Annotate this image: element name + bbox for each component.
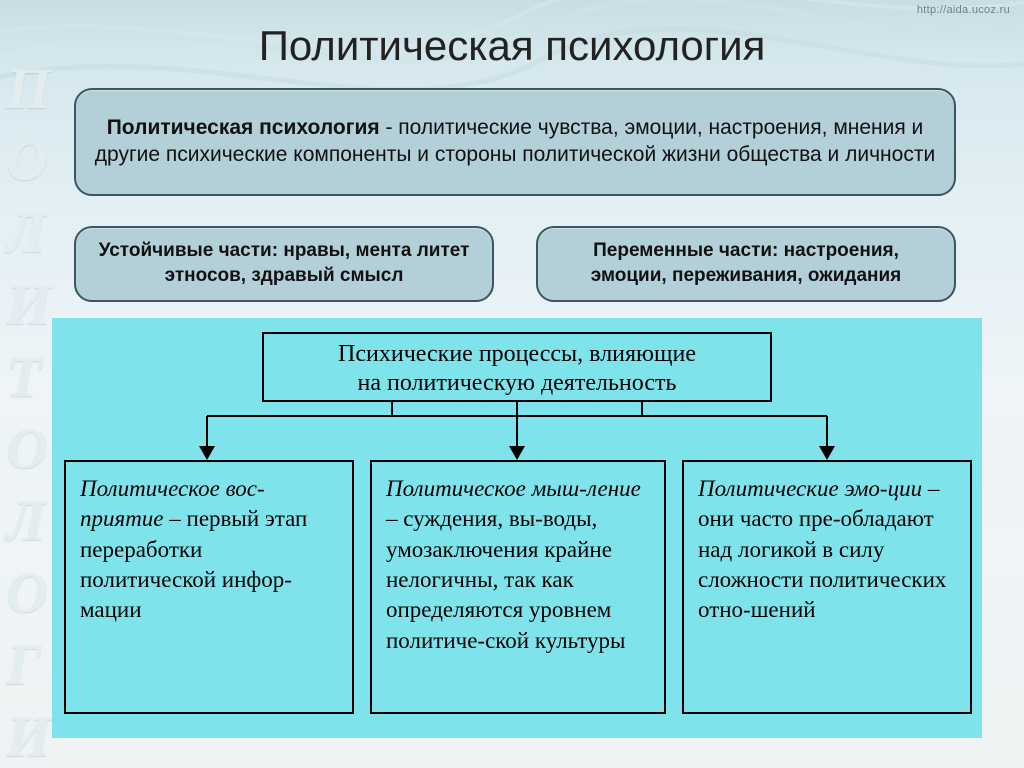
- definition-box: Политическая психология - политические ч…: [74, 88, 956, 196]
- side-letter: Л: [6, 492, 51, 550]
- leaf-perception: Политическое вос-приятие – первый этап п…: [64, 460, 354, 714]
- side-vertical-word: П О Л И Т О Л О Г И Я: [6, 60, 51, 768]
- side-letter: О: [6, 420, 51, 478]
- scan-header-box: Психические процессы, влияющие на полити…: [262, 332, 772, 402]
- scan-diagram: Психические процессы, влияющие на полити…: [52, 318, 982, 738]
- stable-parts-text: Устойчивые части: нравы, мента литет этн…: [94, 239, 474, 288]
- watermark-url: http://aida.ucoz.ru: [917, 4, 1010, 16]
- side-letter: И: [6, 276, 51, 334]
- connectors: [52, 402, 982, 460]
- definition-lead: Политическая психология: [107, 116, 380, 139]
- leaf-lead: Политические эмо-ции: [698, 476, 922, 501]
- side-letter: Г: [6, 636, 51, 694]
- side-letter: О: [6, 564, 51, 622]
- stable-parts-box: Устойчивые части: нравы, мента литет этн…: [74, 226, 494, 302]
- variable-parts-text: Переменные части: настроения, эмоции, пе…: [556, 239, 936, 288]
- leaf-lead: Политическое мыш-ление: [386, 476, 641, 501]
- scan-header-line2: на политическую деятельность: [274, 369, 760, 398]
- leaf-thinking: Политическое мыш-ление – суждения, вы-во…: [370, 460, 666, 714]
- leaf-emotions: Политические эмо-ции – они часто пре-обл…: [682, 460, 972, 714]
- side-letter: Л: [6, 204, 51, 262]
- side-letter: О: [6, 132, 51, 190]
- side-letter: Т: [6, 348, 51, 406]
- side-letter: И: [6, 708, 51, 766]
- scan-header-line1: Психические процессы, влияющие: [274, 340, 760, 369]
- slide-title: Политическая психология: [0, 22, 1024, 70]
- variable-parts-box: Переменные части: настроения, эмоции, пе…: [536, 226, 956, 302]
- leaf-rest: – суждения, вы-воды, умозаключения крайн…: [386, 506, 626, 652]
